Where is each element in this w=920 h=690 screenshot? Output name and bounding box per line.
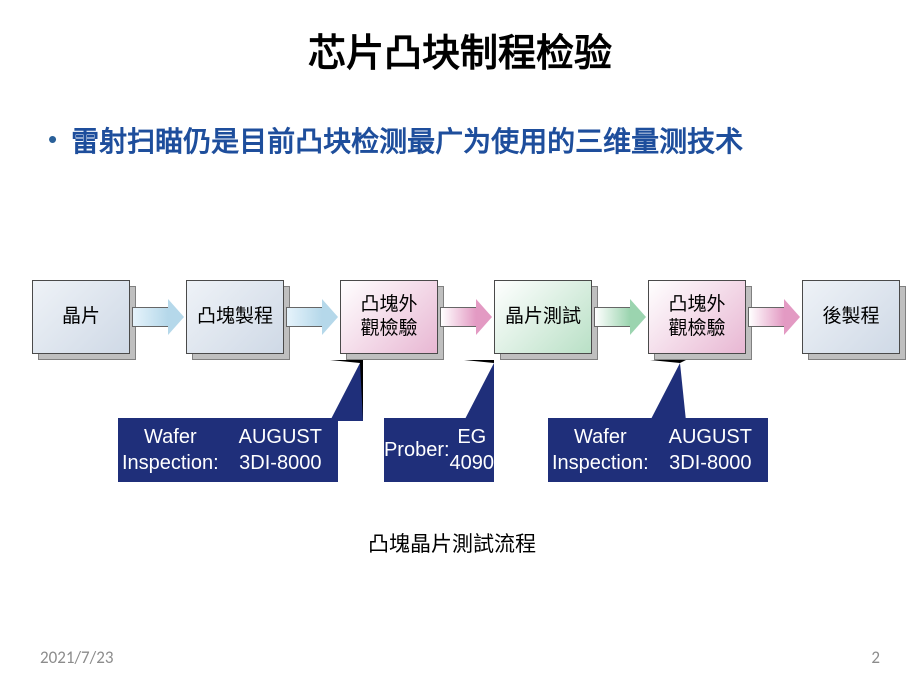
callout-line: Wafer Inspection:	[548, 424, 653, 476]
flowchart: 晶片凸塊製程凸塊外觀檢驗晶片測試凸塊外觀檢驗後製程	[32, 280, 902, 354]
flow-node-label: 晶片	[32, 280, 130, 354]
flow-node-label: 後製程	[802, 280, 900, 354]
callout-line: AUGUST 3DI-8000	[653, 424, 768, 476]
flow-arrow-icon	[132, 299, 184, 335]
flow-node: 晶片測試	[494, 280, 592, 354]
flow-node: 後製程	[802, 280, 900, 354]
flow-node-label: 凸塊製程	[186, 280, 284, 354]
callout-pointer-icon	[650, 360, 686, 421]
flow-arrow-icon	[440, 299, 492, 335]
footer-date: 2021/7/23	[40, 647, 113, 668]
callout-pointer-icon	[464, 360, 494, 421]
callout-pointer-icon	[330, 360, 363, 421]
footer-page-number: 2	[871, 647, 880, 668]
flow-arrow-icon	[748, 299, 800, 335]
slide-title: 芯片凸块制程检验	[0, 22, 920, 77]
callout-body: Wafer Inspection:AUGUST 3DI-8000	[548, 418, 768, 482]
flow-node-label: 晶片測試	[494, 280, 592, 354]
flow-arrow-icon	[286, 299, 338, 335]
callout-line: Wafer Inspection:	[118, 424, 223, 476]
flow-caption: 凸塊晶片測試流程	[368, 528, 536, 558]
flow-node: 凸塊外觀檢驗	[648, 280, 746, 354]
flow-node-label: 凸塊外觀檢驗	[340, 280, 438, 354]
flow-node: 晶片	[32, 280, 130, 354]
subtitle-row: • 雷射扫瞄仍是目前凸块检测最广为使用的三维量测技术	[48, 120, 831, 160]
flow-arrow-icon	[594, 299, 646, 335]
flow-node: 凸塊製程	[186, 280, 284, 354]
flow-row: 晶片凸塊製程凸塊外觀檢驗晶片測試凸塊外觀檢驗後製程	[32, 280, 902, 354]
callout-body: Prober:EG 4090	[384, 418, 494, 482]
callout-line: EG 4090	[450, 424, 495, 476]
flow-node-label: 凸塊外觀檢驗	[648, 280, 746, 354]
callout-line: Prober:	[384, 437, 450, 463]
flow-node: 凸塊外觀檢驗	[340, 280, 438, 354]
subtitle-text: 雷射扫瞄仍是目前凸块检测最广为使用的三维量测技术	[71, 120, 831, 160]
callout-line: AUGUST 3DI-8000	[223, 424, 338, 476]
callout-body: Wafer Inspection:AUGUST 3DI-8000	[118, 418, 338, 482]
bullet-icon: •	[48, 120, 57, 158]
slide: 芯片凸块制程检验 • 雷射扫瞄仍是目前凸块检测最广为使用的三维量测技术 晶片凸塊…	[0, 0, 920, 690]
